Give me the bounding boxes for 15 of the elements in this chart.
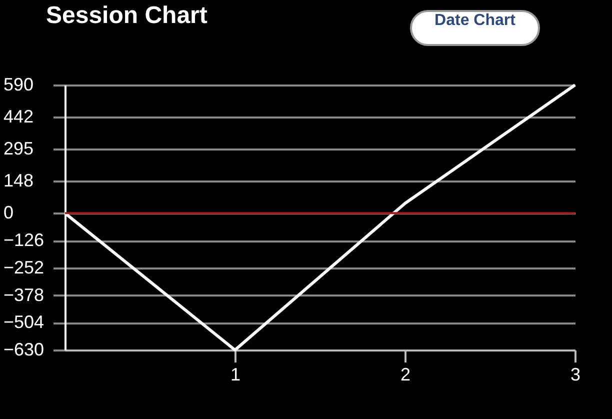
y-tick-label: −378: [4, 284, 44, 305]
y-tick-label: −630: [4, 340, 44, 360]
text: Date Chart: [410, 10, 540, 46]
x-tick-label: 1: [230, 364, 241, 384]
y-tick-label: 0: [4, 202, 14, 223]
y-tick-label: 295: [4, 138, 34, 159]
y-tick-label: 148: [4, 170, 34, 191]
chart-title: Session Chart: [46, 2, 208, 29]
x-tick-label: 3: [570, 364, 581, 384]
y-tick-label: −252: [4, 257, 44, 278]
x-tick-label: 2: [400, 364, 411, 384]
y-tick-label: −504: [4, 312, 44, 332]
y-tick-label: −126: [4, 230, 44, 250]
y-tick-label: 590: [4, 74, 34, 94]
y-tick-label: 442: [4, 106, 34, 127]
